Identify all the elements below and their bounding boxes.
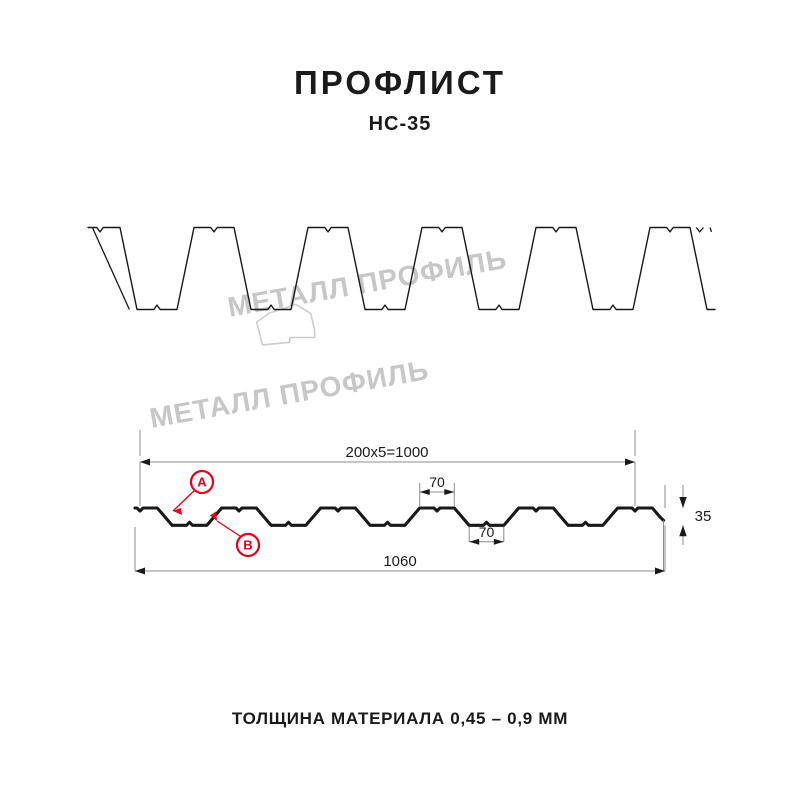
svg-text:B: B [243, 538, 252, 553]
svg-text:35: 35 [695, 508, 712, 525]
svg-text:1060: 1060 [383, 553, 416, 570]
svg-text:A: A [197, 475, 207, 490]
svg-text:70: 70 [479, 524, 495, 540]
svg-text:70: 70 [429, 474, 445, 490]
svg-text:200x5=1000: 200x5=1000 [346, 444, 429, 461]
